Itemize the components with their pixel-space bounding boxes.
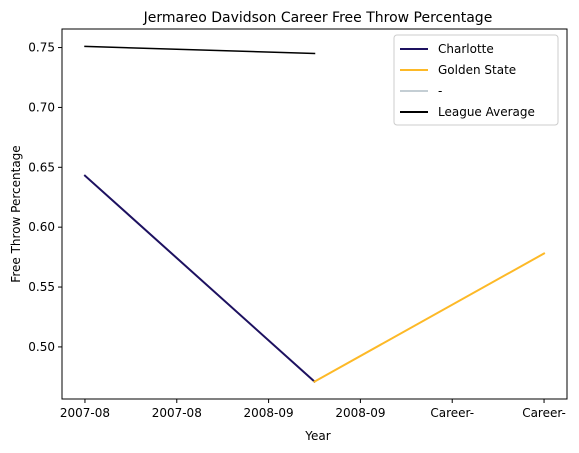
x-tick-label: Career- (430, 406, 474, 420)
x-tick-label: Career- (522, 406, 566, 420)
y-tick-label: 0.60 (28, 220, 55, 234)
x-tick-label: 2008-09 (335, 406, 385, 420)
series-line-charlotte (83, 174, 316, 384)
y-axis: 0.50 0.55 0.60 0.65 0.70 0.75 (28, 41, 62, 354)
chart-title: Jermareo Davidson Career Free Throw Perc… (143, 10, 493, 26)
y-tick-label: 0.50 (28, 340, 55, 354)
legend-box (393, 34, 559, 126)
x-tick-label: 2007-08 (152, 406, 202, 420)
x-tick-label: 2008-09 (244, 406, 294, 420)
x-tick-label: 2007-08 (60, 406, 110, 420)
y-axis-title: Free Throw Percentage (9, 145, 23, 282)
legend-label: League Average (438, 105, 535, 119)
plot-lines (83, 45, 546, 384)
legend: Charlotte Golden State - League Average (393, 34, 559, 126)
y-tick-label: 0.70 (28, 100, 55, 114)
plot-frame (61, 28, 568, 400)
series-line-league-average (84, 45, 316, 55)
legend-label: - (438, 84, 442, 98)
legend-label: Charlotte (438, 42, 494, 56)
legend-label: Golden State (438, 63, 516, 77)
y-tick-label: 0.75 (28, 41, 55, 55)
x-axis: 2007-08 2007-08 2008-09 2008-09 Career- Caree… (60, 399, 566, 420)
y-tick-label: 0.55 (28, 280, 55, 294)
x-axis-title: Year (304, 429, 330, 443)
y-tick-label: 0.65 (28, 160, 55, 174)
series-line-golden-state (313, 252, 546, 383)
